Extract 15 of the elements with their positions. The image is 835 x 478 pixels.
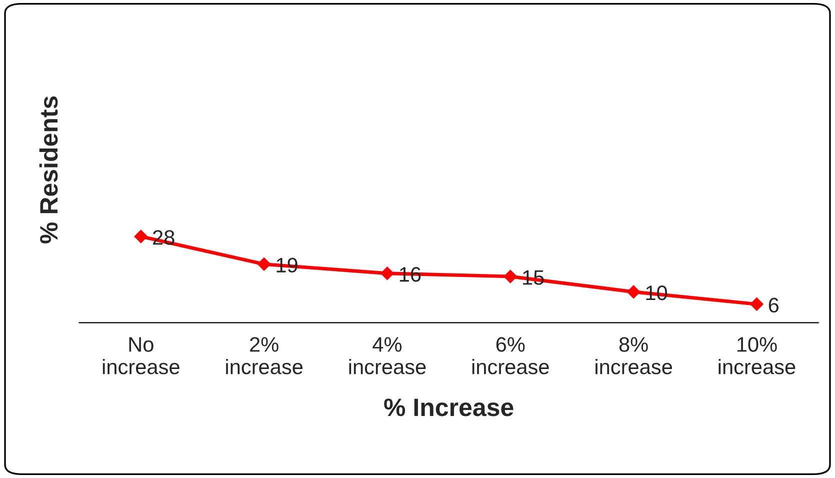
x-tick-label: 2% increase <box>226 337 303 374</box>
point <box>750 298 764 311</box>
point <box>626 285 640 298</box>
x-tick-label: No increase <box>102 337 180 374</box>
point <box>380 266 394 280</box>
y-axis-title: % Residents <box>39 96 58 244</box>
x-axis-title: % Increase <box>384 398 514 416</box>
point <box>134 230 148 244</box>
x-tick-label: 10% increase <box>718 337 796 374</box>
x-tick-label: 6% increase <box>472 337 549 374</box>
point <box>504 270 517 284</box>
x-tick-label: 8% increase <box>596 337 672 374</box>
point <box>257 258 271 271</box>
x-tick-label: 4% increase <box>349 337 426 374</box>
data-label: 6 <box>768 298 778 313</box>
